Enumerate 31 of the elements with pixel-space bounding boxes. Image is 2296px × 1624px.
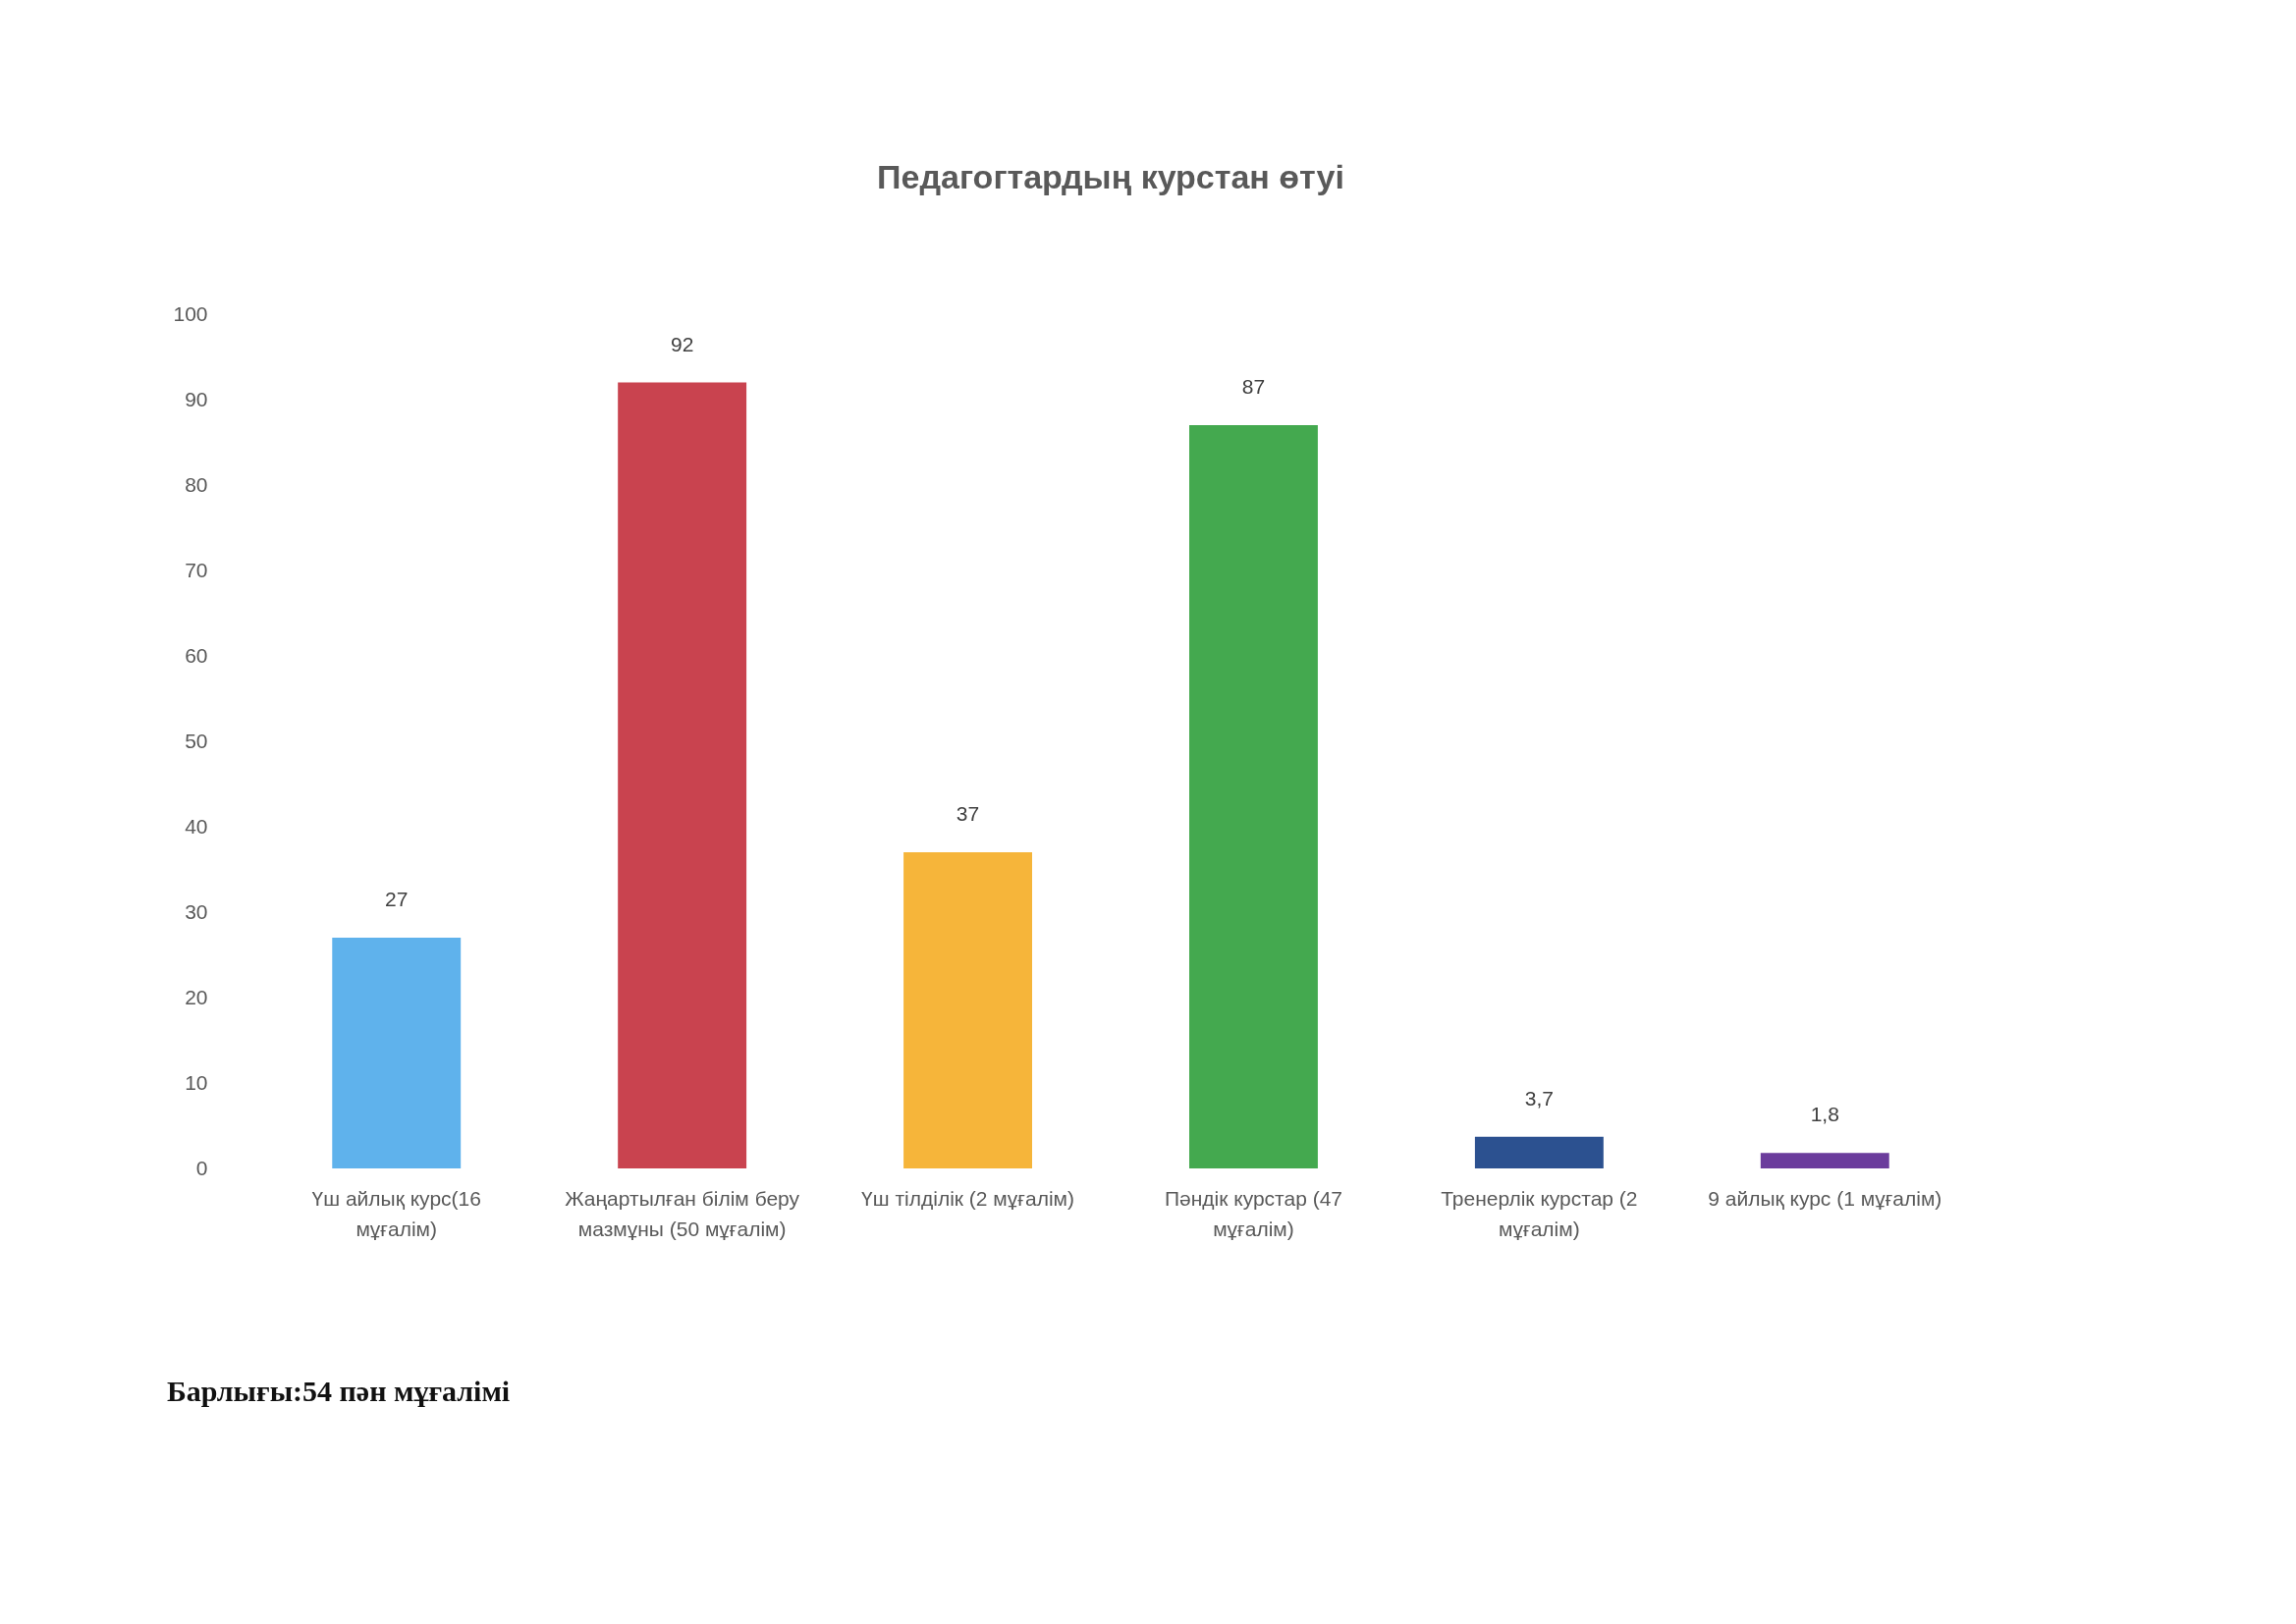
y-tick-label: 30 [185, 899, 208, 923]
bar [618, 382, 747, 1168]
bar [332, 938, 462, 1168]
y-tick-label: 70 [185, 558, 208, 581]
y-tick-label: 60 [185, 643, 208, 667]
y-tick-label: 0 [195, 1156, 208, 1179]
bar [903, 852, 1032, 1168]
y-tick-label: 80 [185, 472, 208, 496]
x-tick-label: Пәндік курстар (47 мұғалім) [1164, 1186, 1343, 1240]
chart-title: Педагогтардың курстан өтуі [877, 158, 1344, 195]
bar [1760, 1153, 1889, 1168]
y-tick-label: 40 [185, 814, 208, 838]
y-tick-label: 100 [173, 301, 208, 325]
x-tick-label: Үш тілділік (2 мұғалім) [861, 1186, 1074, 1210]
y-tick-label: 20 [185, 985, 208, 1008]
data-label: 1,8 [1810, 1103, 1839, 1126]
y-tick-label: 50 [185, 729, 208, 752]
bar [1189, 425, 1318, 1168]
x-tick-label: Тренерлік курстар (2 мұғалім) [1441, 1186, 1638, 1240]
bar [1474, 1136, 1604, 1168]
data-label: 27 [385, 888, 409, 911]
data-label: 3,7 [1524, 1086, 1554, 1110]
data-label: 92 [670, 332, 694, 355]
text: Барлығы:54 пән мұғалімі [167, 1375, 511, 1408]
data-label: 87 [1241, 375, 1266, 399]
data-label: 37 [956, 802, 980, 826]
y-tick-label: 10 [185, 1070, 208, 1094]
x-tick-label: Үш айлық курс(16 мұғалім) [311, 1186, 481, 1240]
y-tick-label: 90 [185, 387, 208, 410]
x-tick-label: 9 айлық курс (1 мұғалім) [1708, 1186, 1942, 1210]
x-tick-label: Жаңартылған білім беру мазмұны (50 мұғалім) [565, 1186, 800, 1240]
